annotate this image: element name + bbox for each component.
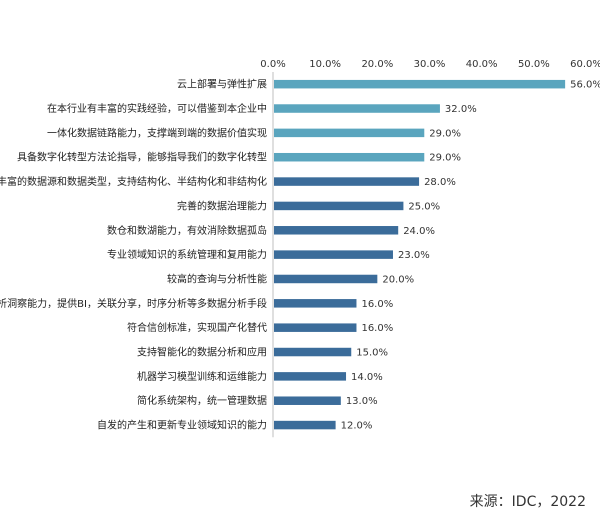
bar [274, 372, 347, 381]
category-label: 丰富的数据源和数据类型，支持结构化、半结构化和非结构化 [0, 175, 267, 188]
category-label: 数仓和数湖能力，有效消除数据孤岛 [107, 224, 267, 237]
bar [274, 299, 357, 308]
bar [274, 274, 378, 284]
x-axis-ticks: 0.0% 10.0% 20.0% 30.0% 40.0% 50.0% 60.0% [260, 59, 600, 70]
category-label: 机器学习模型训练和运维能力 [137, 370, 267, 383]
bar [274, 420, 336, 430]
bar [274, 396, 341, 405]
bar [274, 323, 357, 332]
category-label: 自发的产生和更新专业领域知识的能力 [97, 419, 267, 432]
category-label: 分析洞察能力，提供BI，关联分享，时序分析等多数据分析手段 [0, 297, 267, 310]
value-label: 29.0% [429, 153, 461, 164]
category-label: 较高的查询与分析性能 [167, 272, 267, 285]
value-label: 13.0% [346, 396, 378, 407]
x-tick-label: 0.0% [260, 59, 285, 70]
category-label: 一体化数据链路能力，支撑端到端的数据价值实现 [47, 126, 267, 139]
value-label: 14.0% [351, 372, 383, 383]
value-label: 20.0% [382, 274, 414, 285]
value-label: 25.0% [408, 201, 440, 212]
category-label: 支持智能化的数据分析和应用 [137, 346, 267, 359]
value-label: 16.0% [361, 299, 393, 310]
x-tick-label: 50.0% [518, 59, 550, 70]
category-label: 简化系统架构，统一管理数据 [137, 394, 267, 407]
bar [274, 104, 440, 113]
value-label: 16.0% [361, 323, 393, 334]
value-label: 29.0% [429, 128, 461, 139]
category-label: 在本行业有丰富的实践经验，可以借鉴到本企业中 [47, 102, 267, 115]
x-tick-label: 40.0% [466, 59, 498, 70]
bar [274, 128, 425, 138]
value-label: 56.0% [570, 80, 600, 91]
value-label: 28.0% [424, 177, 456, 188]
bar [274, 201, 404, 211]
category-label: 完善的数据治理能力 [177, 199, 267, 212]
value-label: 12.0% [341, 421, 373, 432]
bars-group: 云上部署与弹性扩展 56.0% 在本行业有丰富的实践经验，可以借鉴到本企业中 32.0… [0, 78, 600, 432]
bar [274, 177, 420, 186]
category-label: 专业领域知识的系统管理和复用能力 [107, 248, 267, 261]
x-tick-label: 30.0% [414, 59, 446, 70]
bar [274, 226, 399, 235]
bar [274, 250, 393, 259]
bar [274, 347, 352, 357]
value-label: 15.0% [356, 348, 388, 359]
bar-chart: 0.0% 10.0% 20.0% 30.0% 40.0% 50.0% 60.0% 云上部署与… [0, 59, 600, 438]
x-tick-label: 10.0% [309, 59, 341, 70]
category-label: 符合信创标准，实现国产化替代 [127, 321, 267, 334]
x-tick-label: 20.0% [361, 59, 393, 70]
value-label: 24.0% [403, 226, 435, 237]
bar [274, 79, 566, 89]
value-label: 32.0% [445, 104, 477, 115]
x-tick-label: 60.0% [570, 59, 600, 70]
category-label: 云上部署与弹性扩展 [177, 78, 267, 91]
source-note: 来源：IDC，2022 [469, 494, 586, 510]
value-label: 23.0% [398, 250, 430, 261]
bar [274, 152, 425, 162]
category-label: 具备数字化转型方法论指导，能够指导我们的数字化转型 [17, 151, 267, 164]
